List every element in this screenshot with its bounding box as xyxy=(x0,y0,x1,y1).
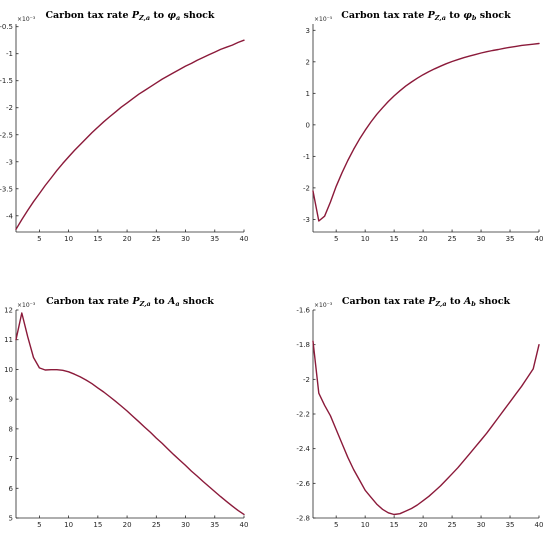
y-tick-label: -1 xyxy=(6,50,13,58)
x-tick-label: 35 xyxy=(506,235,515,243)
subplot-title: Carbon tax rate PZ,a to φa shock xyxy=(45,10,214,22)
subplot-phi-b: Carbon tax rate PZ,a to φb shock 5 10 15 20… xyxy=(303,10,543,243)
x-tick-label: 15 xyxy=(390,235,399,243)
y-tick-label: -2 xyxy=(303,376,310,384)
y-tick-label: -1.5 xyxy=(0,77,13,85)
series-line xyxy=(15,39,245,231)
subplot-A-b: Carbon tax rate PZ,a to Ab shock 5 10 15 20… xyxy=(296,296,543,529)
y-tick-label: 6 xyxy=(9,485,14,493)
y-tick-label: -3.5 xyxy=(0,185,13,193)
y-tick-label: -3 xyxy=(6,158,13,166)
y-tick-label: -1.8 xyxy=(296,341,310,349)
y-axis-exponent: ×10⁻³ xyxy=(17,302,36,309)
y-tick-label: 5 xyxy=(9,515,13,523)
x-tick-label: 30 xyxy=(181,521,190,529)
x-tick-label: 5 xyxy=(37,521,41,529)
y-tick-label: -2 xyxy=(6,104,13,112)
x-tick-label: 25 xyxy=(448,235,457,243)
y-tick-label: 9 xyxy=(9,396,13,404)
y-tick-label: -2.8 xyxy=(296,515,310,523)
x-tick-label: 20 xyxy=(419,235,428,243)
y-tick-label: -0.5 xyxy=(0,23,13,31)
y-tick-label: -2.2 xyxy=(296,411,310,419)
x-tick-label: 10 xyxy=(361,235,370,243)
y-tick-label: -1 xyxy=(303,153,310,161)
x-tick-label: 10 xyxy=(361,521,370,529)
x-tick-label: 30 xyxy=(477,235,486,243)
x-tick-label: 20 xyxy=(419,521,428,529)
y-tick-label: -1.6 xyxy=(296,307,310,315)
y-axis-exponent: ×10⁻³ xyxy=(314,302,333,309)
x-tick-label: 20 xyxy=(123,235,132,243)
y-tick-label: 1 xyxy=(306,90,310,98)
y-tick-label: 8 xyxy=(9,425,13,433)
x-tick-label: 5 xyxy=(37,235,41,243)
x-tick-label: 40 xyxy=(240,235,249,243)
y-tick-label: 3 xyxy=(306,27,310,35)
y-axis-exponent: ×10⁻³ xyxy=(17,16,36,23)
y-tick-label: 12 xyxy=(4,307,13,315)
x-tick-label: 40 xyxy=(535,235,544,243)
x-tick-label: 40 xyxy=(535,521,544,529)
x-tick-label: 30 xyxy=(181,235,190,243)
x-tick-label: 10 xyxy=(64,521,73,529)
x-tick-label: 40 xyxy=(240,521,249,529)
subplot-title: Carbon tax rate PZ,a to Ab shock xyxy=(342,296,511,308)
x-tick-label: 25 xyxy=(152,521,161,529)
y-tick-label: -2 xyxy=(303,184,310,192)
x-tick-label: 25 xyxy=(152,235,161,243)
y-tick-label: -2.6 xyxy=(296,480,310,488)
subplot-phi-a: Carbon tax rate PZ,a to φa shock 5 10 15 20… xyxy=(0,10,248,243)
subplot-A-a: Carbon tax rate PZ,a to Aa shock 5 10 15 20… xyxy=(4,296,248,529)
series-line xyxy=(15,312,245,516)
x-tick-label: 35 xyxy=(210,235,219,243)
y-tick-label: 2 xyxy=(306,58,310,66)
x-tick-label: 15 xyxy=(390,521,399,529)
y-tick-label: -2.5 xyxy=(0,131,13,139)
x-tick-label: 5 xyxy=(334,521,338,529)
y-axis-exponent: ×10⁻⁵ xyxy=(314,16,333,23)
x-tick-label: 15 xyxy=(93,521,102,529)
y-tick-label: -4 xyxy=(6,212,14,220)
x-tick-label: 5 xyxy=(334,235,338,243)
x-tick-label: 35 xyxy=(506,521,515,529)
x-tick-label: 30 xyxy=(477,521,486,529)
series-line xyxy=(312,340,540,516)
y-tick-label: -2.4 xyxy=(296,445,310,453)
x-tick-label: 20 xyxy=(123,521,132,529)
y-tick-label: 10 xyxy=(4,366,13,374)
series-line xyxy=(312,42,540,222)
x-tick-label: 25 xyxy=(448,521,457,529)
x-tick-label: 35 xyxy=(210,521,219,529)
y-tick-label: 7 xyxy=(9,455,13,463)
y-tick-label: 11 xyxy=(4,336,13,344)
y-tick-label: 0 xyxy=(306,121,310,129)
x-tick-label: 15 xyxy=(93,235,102,243)
x-tick-label: 10 xyxy=(64,235,73,243)
subplot-title: Carbon tax rate PZ,a to φb shock xyxy=(341,10,511,22)
subplot-title: Carbon tax rate PZ,a to Aa shock xyxy=(46,296,214,308)
y-tick-label: -3 xyxy=(303,216,310,224)
